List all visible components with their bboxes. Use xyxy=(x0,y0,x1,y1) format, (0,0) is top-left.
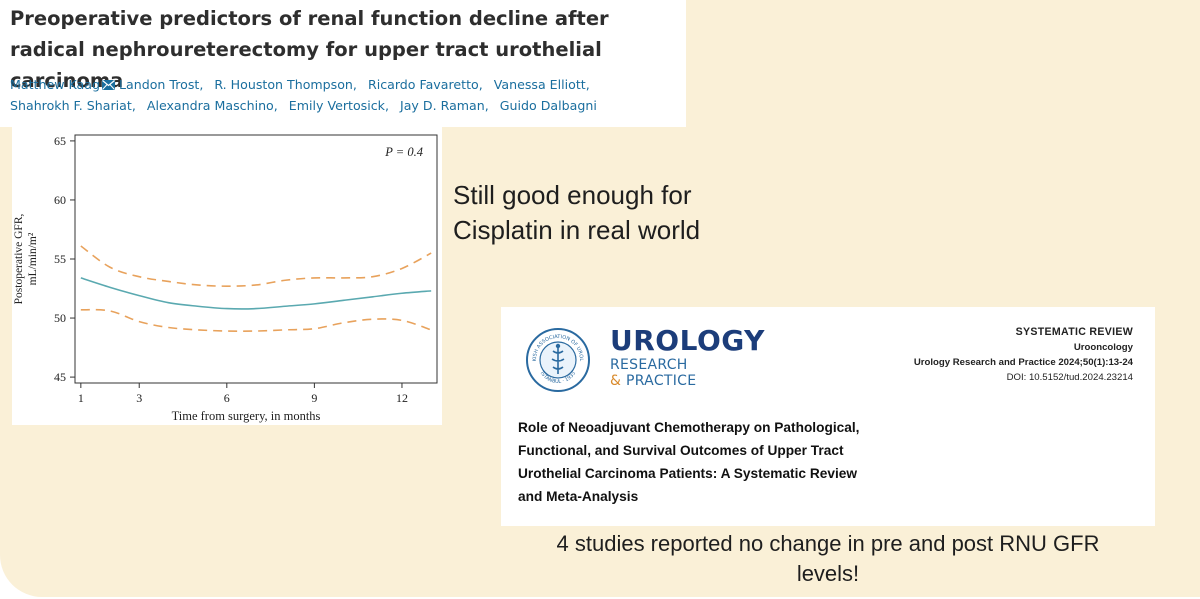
doi: DOI: 10.5152/tud.2024.23214 xyxy=(1006,372,1133,383)
gfr-ci-line xyxy=(80,245,432,287)
y-tick-label: 60 xyxy=(54,193,66,207)
paper1-header: Preoperative predictors of renal functio… xyxy=(0,0,686,127)
note-line: Cisplatin in real world xyxy=(453,215,701,245)
brand-sub-word: PRACTICE xyxy=(625,373,697,389)
caption-line: levels! xyxy=(796,561,860,586)
y-axis-label: mL/min/m² xyxy=(27,232,39,285)
gfr-ci-line xyxy=(80,308,432,332)
author-name: Matthew Kaag xyxy=(10,77,100,92)
brand-sub-line: & PRACTICE xyxy=(610,373,765,389)
x-tick-label: 1 xyxy=(78,391,84,405)
title-line: Role of Neoadjuvant Chemotherapy on Path… xyxy=(518,420,860,435)
journal-citation: Urology Research and Practice 2024;50(1)… xyxy=(913,357,1133,368)
slide-caption: 4 studies reported no change in pre and … xyxy=(500,529,1156,589)
brand-name: UROLOGY xyxy=(610,324,765,357)
gfr-chart: 45 50 55 60 65 1 3 6 9 12 Time from surgery, in mo… xyxy=(13,134,438,423)
article-meta: SYSTEMATIC REVIEW Urooncology Urology Re… xyxy=(914,325,1133,385)
mail-icon[interactable] xyxy=(101,80,115,90)
y-tick-label: 55 xyxy=(54,252,66,266)
author-link[interactable]: R. Houston Thompson xyxy=(214,77,364,92)
author-link[interactable]: Landon Trost xyxy=(119,77,210,92)
author-link[interactable]: Alexandra Maschino xyxy=(147,98,285,113)
x-tick-label: 3 xyxy=(136,391,142,405)
y-tick-label: 65 xyxy=(54,134,66,148)
paper1-author-list: Matthew Kaag Landon Trost R. Houston Tho… xyxy=(10,74,680,116)
title-line: Functional, and Survival Outcomes of Upp… xyxy=(518,443,844,458)
y-tick-label: 50 xyxy=(54,311,66,325)
gfr-estimate-line xyxy=(80,277,432,310)
x-axis-label: Time from surgery, in months xyxy=(172,409,321,423)
p-value-annotation: P = 0.4 xyxy=(384,145,423,159)
author-link[interactable]: Jay D. Raman xyxy=(400,98,496,113)
gfr-chart-panel: 45 50 55 60 65 1 3 6 9 12 Time from surgery, in mo… xyxy=(12,127,442,425)
article-type: SYSTEMATIC REVIEW xyxy=(1015,326,1133,338)
article-section: Urooncology xyxy=(1073,342,1133,353)
paper2-title: Role of Neoadjuvant Chemotherapy on Path… xyxy=(518,416,938,508)
note-line: Still good enough for xyxy=(453,180,692,210)
author-link[interactable]: Matthew Kaag xyxy=(10,77,115,92)
caption-line: 4 studies reported no change in pre and … xyxy=(556,531,1100,556)
author-link[interactable]: Guido Dalbagni xyxy=(499,98,597,113)
journal-brand: UROLOGY RESEARCH & PRACTICE xyxy=(610,324,765,390)
paper1-title: Preoperative predictors of renal functio… xyxy=(10,7,609,92)
association-seal-logo: TURKISH ASSOCIATION OF UROLOGY ISTANBUL … xyxy=(525,327,590,392)
paper2-header: TURKISH ASSOCIATION OF UROLOGY ISTANBUL … xyxy=(501,307,1155,526)
title-line: and Meta-Analysis xyxy=(518,489,639,504)
author-link[interactable]: Shahrokh F. Shariat xyxy=(10,98,143,113)
x-tick-label: 9 xyxy=(311,391,317,405)
x-tick-label: 6 xyxy=(224,391,230,405)
title-line: Urothelial Carcinoma Patients: A Systema… xyxy=(518,466,858,481)
plot-frame xyxy=(74,134,438,384)
y-tick-label: 45 xyxy=(54,370,66,384)
brand-ampersand: & xyxy=(610,373,622,389)
y-axis-label: Postoperative GFR, xyxy=(13,214,25,305)
slide-note: Still good enough for Cisplatin in real … xyxy=(453,178,773,248)
author-link[interactable]: Ricardo Favaretto xyxy=(368,77,490,92)
brand-sub-line: RESEARCH xyxy=(610,357,688,373)
author-link[interactable]: Emily Vertosick xyxy=(289,98,396,113)
author-link[interactable]: Vanessa Elliott xyxy=(494,77,597,92)
x-tick-label: 12 xyxy=(396,391,408,405)
